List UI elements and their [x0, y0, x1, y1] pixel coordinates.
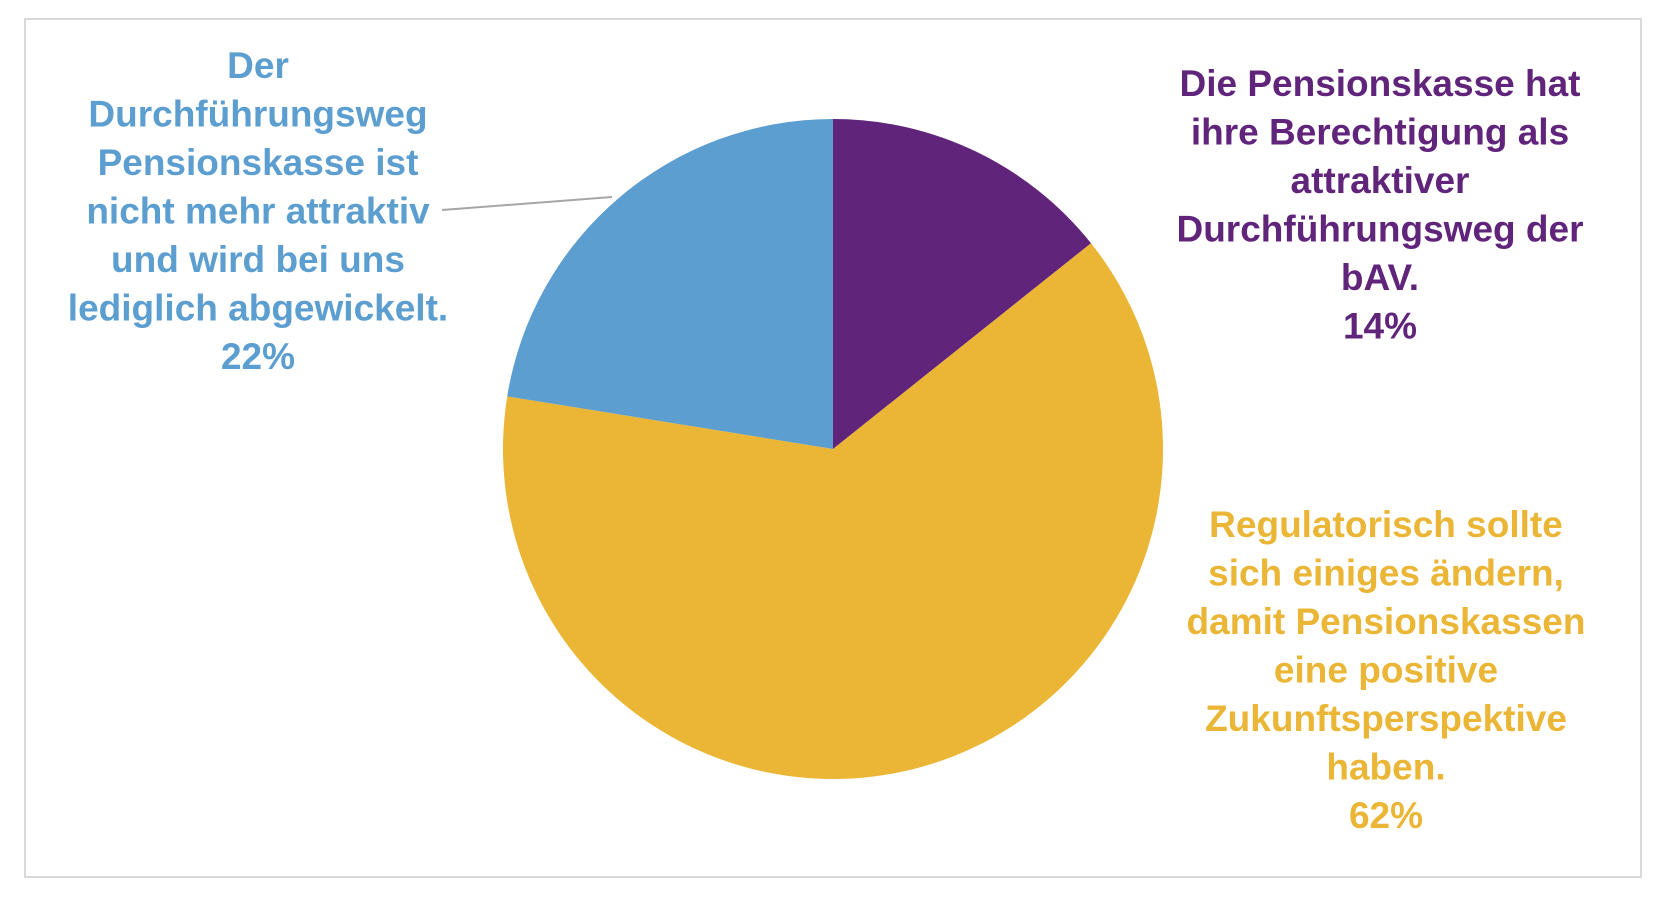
data-label-line: ihre Berechtigung als [1191, 112, 1569, 153]
data-label-line: und wird bei uns [111, 239, 405, 280]
pie-slices [502, 119, 1164, 780]
data-label-line: Regulatorisch sollte [1209, 504, 1563, 545]
pie-slice-nicht-mehr-attraktiv [507, 119, 833, 449]
data-label-line: sich einiges ändern, [1208, 553, 1564, 594]
data-label-value: 14% [1343, 306, 1417, 347]
data-label-line: eine positive [1274, 650, 1498, 691]
data-label-value: 22% [221, 336, 295, 377]
data-label-line: lediglich abgewickelt. [68, 288, 448, 329]
data-label-nicht-mehr-attraktiv: Der Durchführungsweg Pensionskasse ist nich… [68, 45, 448, 377]
leader-line-nicht-mehr-attraktiv [441, 196, 613, 211]
data-label-line: Die Pensionskasse hat [1179, 63, 1580, 104]
data-label-line: Durchführungsweg der [1176, 209, 1583, 250]
data-label-regulatorisch-aendern: Regulatorisch sollte sich einiges ändern,… [1187, 504, 1586, 836]
data-label-line: damit Pensionskassen [1187, 601, 1586, 642]
data-label-line: attraktiver [1291, 160, 1470, 201]
data-label-line: Pensionskasse ist [98, 142, 419, 183]
pie-slice-pensionskasse-berechtigung [833, 119, 1092, 449]
data-label-value: 62% [1349, 795, 1423, 836]
data-label-line: Durchführungsweg [88, 94, 427, 135]
data-label-line: haben. [1326, 747, 1445, 788]
data-label-line: Zukunftsperspektive [1205, 698, 1567, 739]
data-label-line: bAV. [1341, 257, 1419, 298]
pie-slice-regulatorisch-aendern [502, 243, 1164, 780]
data-label-pensionskasse-berechtigung: Die Pensionskasse hat ihre Berechtigung a… [1176, 63, 1583, 347]
data-label-line: Der [227, 45, 289, 86]
slice-labels: Die Pensionskasse hat ihre Berechtigung a… [68, 45, 1586, 836]
leader-lines [441, 196, 613, 211]
data-label-line: nicht mehr attraktiv [86, 191, 430, 232]
